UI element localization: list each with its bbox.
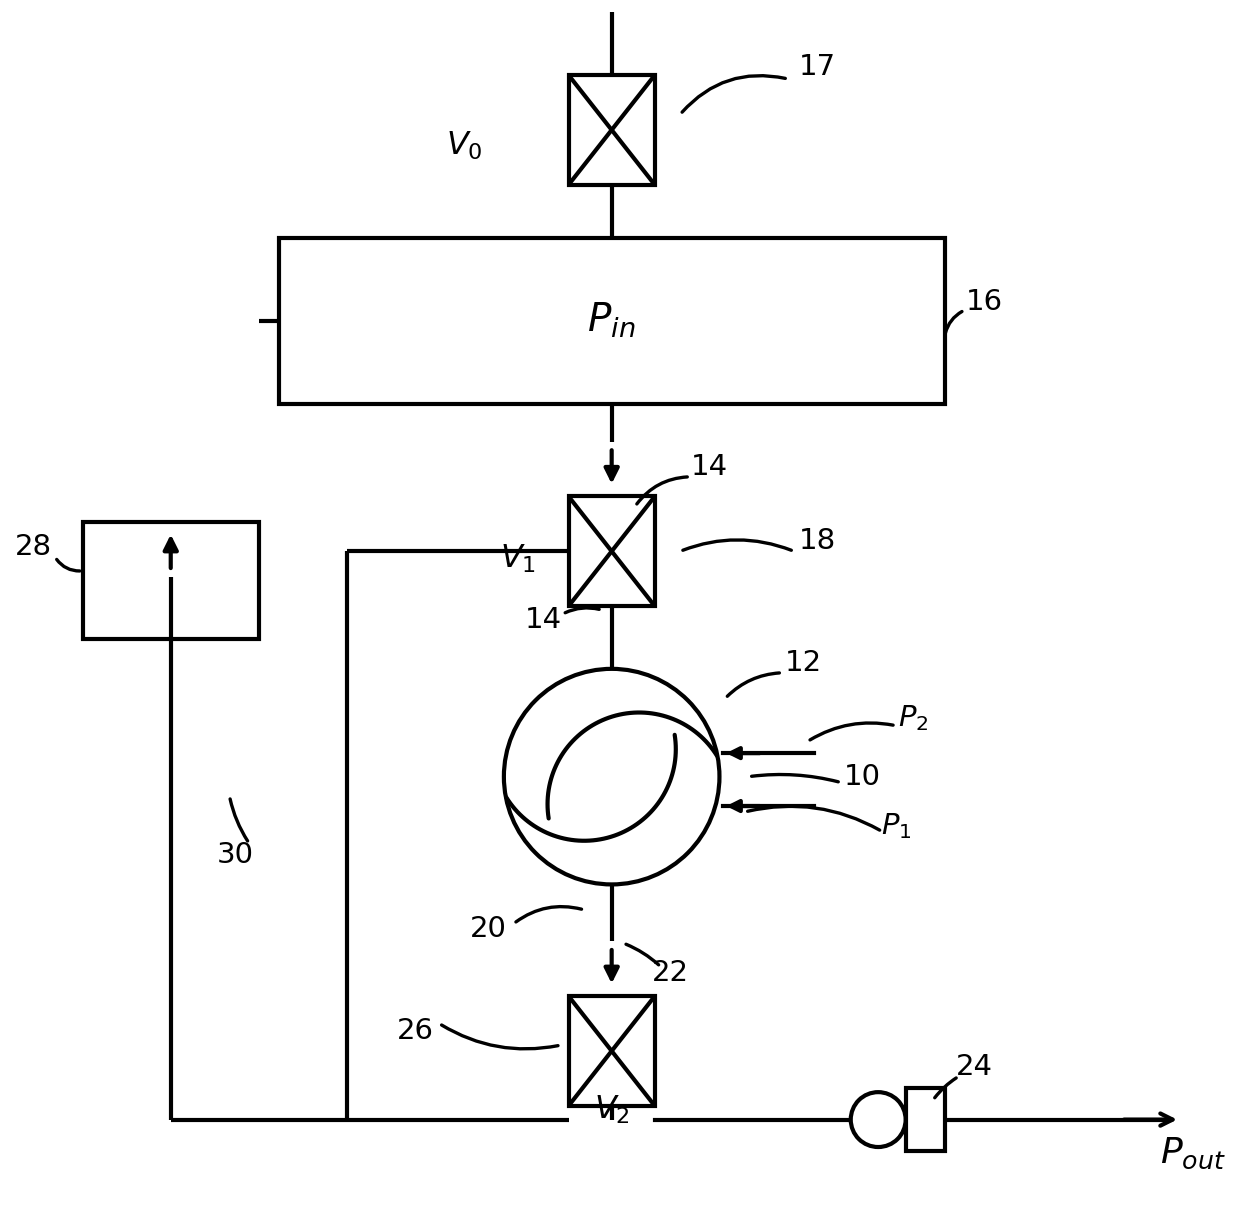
Text: 18: 18 [799, 527, 836, 555]
Text: 10: 10 [844, 763, 880, 791]
Text: $P_1$: $P_1$ [880, 810, 911, 841]
Text: 14: 14 [525, 606, 562, 634]
Text: 12: 12 [785, 649, 822, 677]
Text: 16: 16 [966, 288, 1003, 316]
Text: 28: 28 [15, 533, 52, 562]
Text: 30: 30 [217, 841, 254, 869]
Text: $V_0$: $V_0$ [446, 130, 484, 162]
Text: $P_{in}$: $P_{in}$ [588, 300, 636, 340]
Bar [905, 1089, 945, 1151]
Text: 14: 14 [691, 452, 728, 481]
Text: $V_2$: $V_2$ [594, 1094, 630, 1125]
Text: 22: 22 [652, 959, 689, 987]
Text: $P_2$: $P_2$ [898, 702, 929, 733]
Circle shape [503, 669, 719, 884]
Text: 26: 26 [397, 1018, 434, 1046]
Bar [83, 522, 259, 640]
Text: $V_1$: $V_1$ [500, 543, 536, 575]
Text: 24: 24 [956, 1053, 993, 1080]
Bar [569, 75, 655, 185]
Text: 17: 17 [799, 53, 836, 81]
Text: $P_{out}$: $P_{out}$ [1161, 1135, 1226, 1171]
Text: 20: 20 [470, 916, 507, 944]
Bar [569, 996, 655, 1106]
Bar [279, 238, 945, 405]
Bar [569, 497, 655, 606]
Circle shape [851, 1092, 905, 1148]
